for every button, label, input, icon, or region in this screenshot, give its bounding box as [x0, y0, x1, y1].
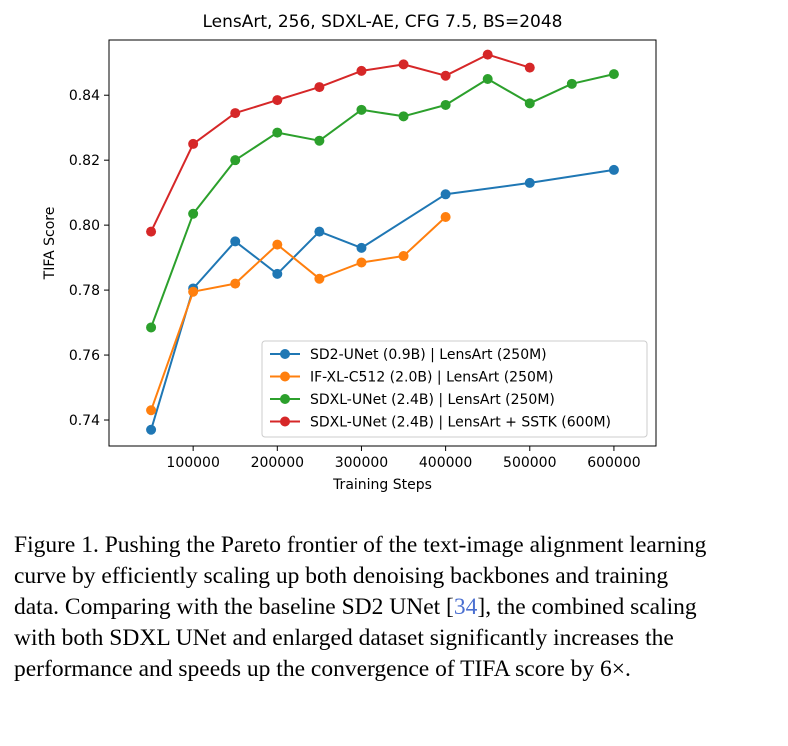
plot-area-frame [108, 39, 657, 447]
legend-marker [280, 416, 290, 427]
data-point [188, 138, 199, 149]
data-point [356, 65, 367, 76]
data-point [146, 226, 157, 237]
y-tick-label: 0.78 [69, 283, 100, 299]
data-point [230, 108, 241, 119]
legend-label: SD2-UNet (0.9B) | LensArt (250M) [310, 347, 547, 363]
y-tick-label: 0.74 [69, 413, 100, 429]
data-point [524, 177, 535, 188]
y-tick-label: 0.82 [69, 153, 100, 169]
x-tick-label: 400000 [419, 455, 472, 471]
x-tick-label: 300000 [335, 455, 388, 471]
data-point [272, 127, 283, 138]
data-point [608, 69, 619, 80]
data-point [230, 236, 241, 247]
series-line [150, 216, 447, 411]
data-point [146, 424, 157, 435]
data-point [356, 242, 367, 253]
x-axis: 100000 200000 300000 400000 500000 600000 [166, 446, 641, 471]
data-point [356, 257, 367, 268]
y-tick-label: 0.80 [69, 218, 100, 234]
data-point [566, 78, 577, 89]
data-point [482, 49, 493, 60]
y-tick-label: 0.76 [69, 348, 100, 364]
y-axis: 0.74 0.76 0.78 0.80 0.82 0.84 [69, 88, 109, 429]
chart-title: LensArt, 256, SDXL-AE, CFG 7.5, BS=2048 [203, 12, 563, 32]
data-point [398, 250, 409, 261]
data-point [314, 226, 325, 237]
y-axis-title: TIFA Score [42, 207, 58, 281]
data-point [524, 62, 535, 73]
legend-item: IF-XL-C512 (2.0B) | LensArt (250M) [270, 370, 553, 386]
series-layer [146, 49, 619, 435]
series-line [150, 53, 531, 233]
citation-link[interactable]: 34 [453, 594, 478, 620]
data-point [440, 212, 451, 223]
data-point [440, 70, 451, 81]
legend-item: SDXL-UNet (2.4B) | LensArt + SSTK (600M) [270, 415, 611, 431]
legend-marker [280, 371, 290, 382]
x-tick-label: 200000 [251, 455, 304, 471]
series-line [150, 73, 615, 328]
data-point [146, 322, 157, 333]
legend-label: SDXL-UNet (2.4B) | LensArt + SSTK (600M) [310, 415, 611, 431]
series-4 [146, 49, 535, 237]
data-point [230, 278, 241, 289]
legend-marker [280, 349, 290, 359]
figure-caption: Figure 1. Pushing the Pareto frontier of… [14, 530, 714, 685]
data-point [272, 268, 283, 279]
x-tick-label: 500000 [503, 455, 556, 471]
y-tick-label: 0.84 [69, 88, 100, 104]
data-point [482, 73, 493, 84]
data-point [188, 208, 199, 219]
data-point [608, 164, 619, 175]
data-point [356, 104, 367, 115]
data-point [188, 286, 199, 297]
data-point [314, 273, 325, 284]
data-point [314, 135, 325, 146]
data-point [230, 155, 241, 166]
data-point [440, 99, 451, 110]
legend-item: SD2-UNet (0.9B) | LensArt (250M) [270, 347, 547, 363]
data-point [398, 59, 409, 70]
legend: SD2-UNet (0.9B) | LensArt (250M) IF-XL-C5… [261, 340, 648, 438]
legend-item: SDXL-UNet (2.4B) | LensArt (250M) [270, 392, 555, 408]
x-tick-label: 100000 [166, 455, 219, 471]
data-point [272, 95, 283, 106]
data-point [524, 98, 535, 109]
data-point [440, 189, 451, 200]
data-point [146, 405, 157, 416]
legend-box [261, 340, 648, 438]
chart: LensArt, 256, SDXL-AE, CFG 7.5, BS=2048 … [42, 12, 657, 493]
legend-label: SDXL-UNet (2.4B) | LensArt (250M) [310, 392, 555, 408]
legend-marker [280, 394, 290, 404]
data-point [314, 82, 325, 93]
data-point [398, 111, 409, 122]
series-2 [146, 212, 451, 416]
caption-text-after: ], the combined scaling with both SDXL U… [14, 594, 697, 682]
x-tick-label: 600000 [587, 455, 640, 471]
caption-text-before: Figure 1. Pushing the Pareto frontier of… [14, 532, 707, 620]
x-axis-title: Training Steps [332, 477, 432, 493]
data-point [272, 239, 283, 250]
series-3 [146, 69, 619, 333]
legend-label: IF-XL-C512 (2.0B) | LensArt (250M) [310, 370, 553, 386]
